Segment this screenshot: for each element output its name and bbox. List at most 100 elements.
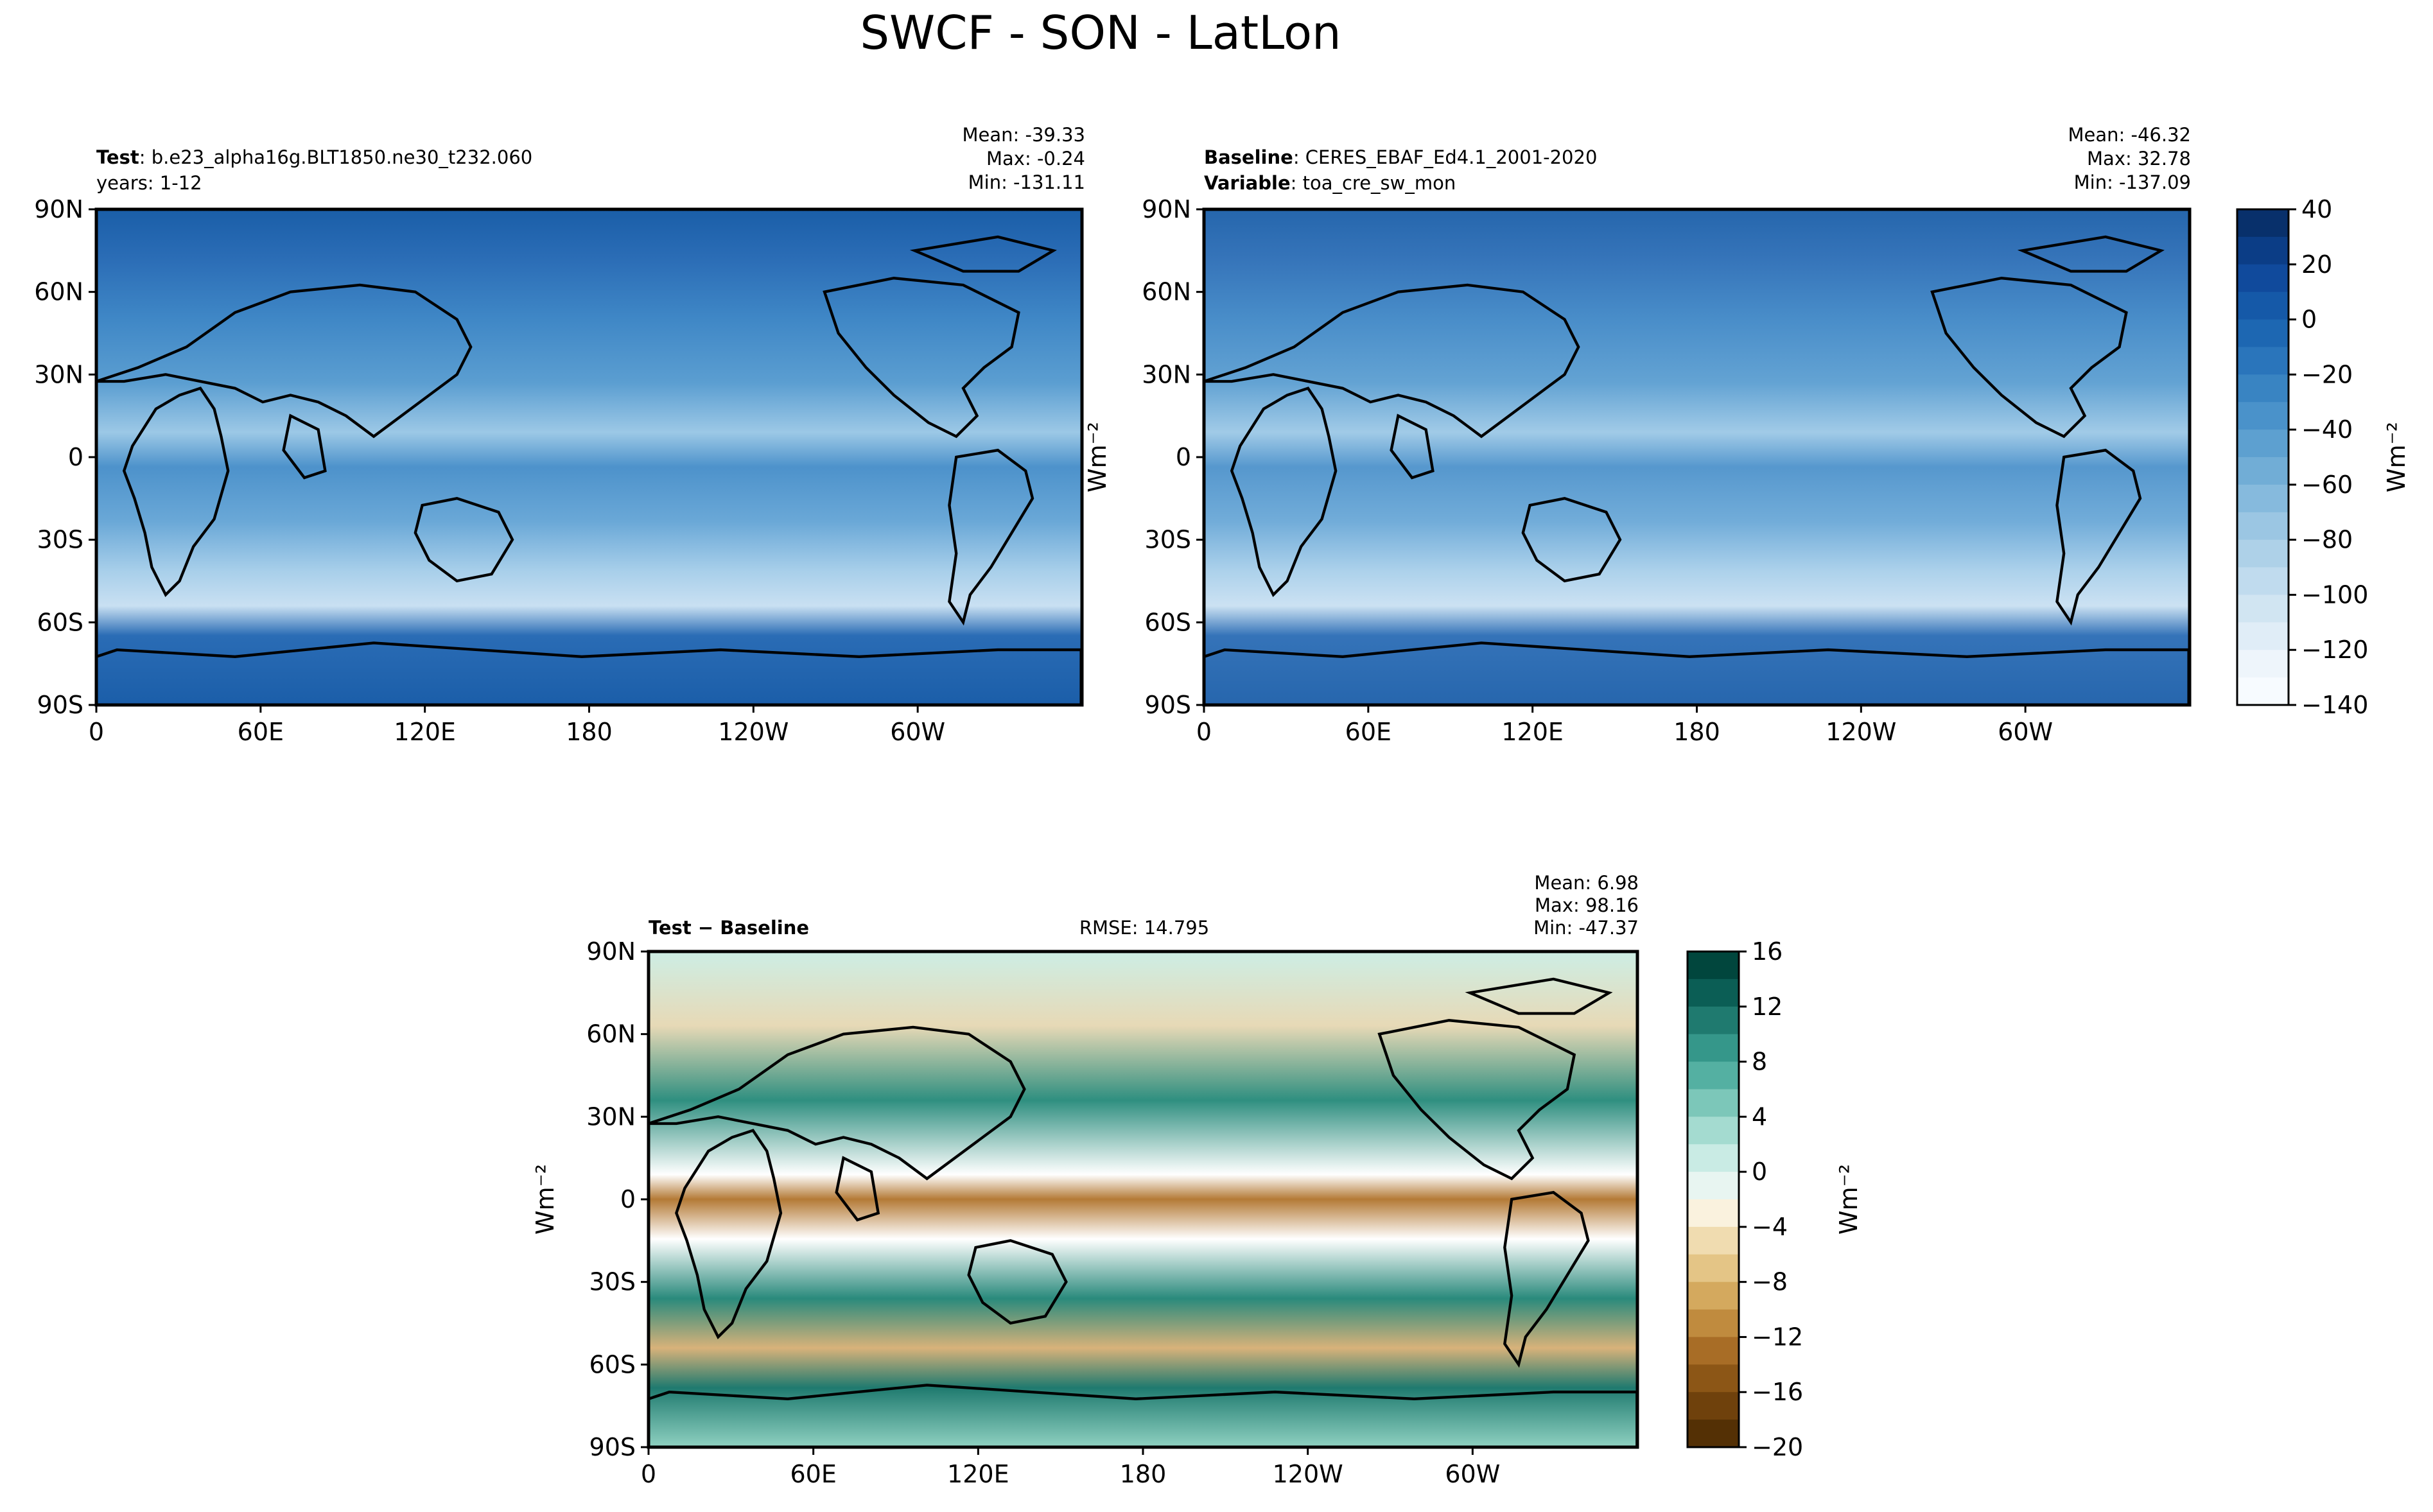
colorbar-top: 40 20 0 −20 −40 −60 −80 −100 −120 −140 Wm⁻² (2236, 195, 2411, 719)
lon-tick-label: 120E (1501, 718, 1564, 746)
lon-tick-label: 180 (1120, 1460, 1167, 1488)
panel-baseline: Baseline: CERES_EBAF_Ed4.1_2001-2020 Var… (1142, 124, 2192, 746)
lat-tick-label: 60S (589, 1350, 636, 1378)
baseline-min: Min: -137.09 (2074, 171, 2191, 193)
colorbar-swatch (1687, 1034, 1739, 1063)
colorbar-swatch (1687, 1061, 1739, 1090)
lat-tick-label: 30S (1145, 526, 1191, 554)
svg-text:Test: b.e23_alpha16g.BLT1850.n: Test: b.e23_alpha16g.BLT1850.ne30_t232.0… (96, 146, 532, 168)
lon-tick-label: 60W (890, 718, 945, 746)
svg-text:Variable: toa_cre_sw_mon: Variable: toa_cre_sw_mon (1204, 172, 1456, 194)
colorbar-tick-label: −8 (1752, 1268, 1788, 1296)
lon-tick-label: 60W (1998, 718, 2053, 746)
colorbar-swatch (1687, 1117, 1739, 1145)
lon-tick-label: 120E (947, 1460, 1009, 1488)
baseline-mean: Mean: -46.32 (2068, 124, 2192, 146)
lon-tick-label: 120W (1826, 718, 1896, 746)
lat-tick-label: 0 (620, 1185, 636, 1213)
colorbar-swatch (1687, 1392, 1739, 1421)
colorbar-swatch (1687, 1226, 1739, 1255)
colorbar-swatch (2237, 595, 2289, 623)
colorbar-swatch (1687, 978, 1739, 1007)
figure-title: SWCF - SON - LatLon (860, 6, 1341, 60)
colorbar-swatch (1687, 1309, 1739, 1338)
colorbar-swatch (2237, 319, 2289, 348)
colorbar-swatch (1687, 1282, 1739, 1310)
colorbar-tick-label: −40 (2301, 415, 2353, 444)
svg-text:Baseline: CERES_EBAF_Ed4.1_200: Baseline: CERES_EBAF_Ed4.1_2001-2020 (1204, 146, 1597, 168)
diff-max: Max: 98.16 (1535, 894, 1639, 916)
colorbar-tick-label: −140 (2301, 691, 2368, 719)
lon-tick-label: 0 (641, 1460, 656, 1488)
colorbar-tick-label: 0 (1752, 1158, 1767, 1186)
panel-test: Test: b.e23_alpha16g.BLT1850.ne30_t232.0… (34, 124, 1085, 746)
colorbar-swatch (1687, 1254, 1739, 1283)
colorbar-swatch (2237, 567, 2289, 596)
colorbar-swatch (2237, 484, 2289, 513)
lat-tick-label: 90S (37, 691, 83, 719)
colorbar-tick-label: −4 (1752, 1213, 1788, 1241)
variable-name: : toa_cre_sw_mon (1291, 172, 1456, 194)
diff-min: Min: -47.37 (1533, 917, 1639, 939)
colorbar-tick-label: 12 (1752, 993, 1783, 1021)
colorbar-tick-label: −60 (2301, 471, 2353, 499)
diff-mean: Mean: 6.98 (1534, 872, 1639, 894)
lon-tick-label: 60E (1345, 718, 1391, 746)
lon-tick-label: 180 (1673, 718, 1720, 746)
colorbar-mid-label: Wm⁻² (1083, 422, 1112, 492)
colorbar-tick-label: 4 (1752, 1102, 1767, 1131)
lon-tick-label: 60E (790, 1460, 836, 1488)
colorbar-swatch (1687, 1420, 1739, 1448)
test-years: years: 1-12 (96, 172, 202, 194)
lat-tick-label: 90S (589, 1433, 636, 1461)
test-min: Min: -131.11 (968, 171, 1085, 193)
lon-tick-label: 60E (238, 718, 284, 746)
lat-tick-label: 60S (1145, 608, 1191, 636)
colorbar-swatch (1687, 1006, 1739, 1035)
lat-tick-label: 90N (34, 195, 83, 223)
test-mean: Mean: -39.33 (963, 124, 1086, 146)
test-max: Max: -0.24 (986, 148, 1085, 169)
lon-ticks-diff: 0 60E 120E 180 120W 60W (641, 1447, 1500, 1488)
test-label: Test (96, 146, 139, 168)
lat-ticks-diff: 90N 60N 30N 0 30S 60S 90S (586, 937, 649, 1461)
colorbar-swatch (1687, 1364, 1739, 1393)
colorbar-swatch (2237, 264, 2289, 293)
colorbar-tick-label: 16 (1752, 937, 1783, 966)
colorbar-swatch (2237, 539, 2289, 568)
colorbar-top-label: Wm⁻² (2382, 422, 2411, 492)
lat-tick-label: 30S (37, 526, 83, 554)
lat-tick-label: 60S (37, 608, 83, 636)
colorbar-swatch (2237, 512, 2289, 541)
lon-tick-label: 120E (394, 718, 456, 746)
baseline-dataset: : CERES_EBAF_Ed4.1_2001-2020 (1293, 146, 1598, 168)
colorbar-swatch (2237, 374, 2289, 403)
lat-tick-label: 0 (1176, 443, 1191, 471)
colorbar-tick-label: 8 (1752, 1048, 1767, 1076)
colorbar-swatch (1687, 1144, 1739, 1173)
colorbar-swatch (2237, 291, 2289, 320)
colorbar-swatch (2237, 457, 2289, 485)
colorbar-swatch (1687, 952, 1739, 980)
lon-tick-label: 180 (566, 718, 613, 746)
colorbar-swatch (1687, 1337, 1739, 1366)
colorbar-tick-label: −100 (2301, 580, 2368, 609)
colorbar-tick-label: −20 (1752, 1433, 1803, 1461)
colorbar-swatch (2237, 677, 2289, 706)
lat-tick-label: 60N (1142, 278, 1191, 306)
diff-rmse: RMSE: 14.795 (1079, 917, 1209, 939)
map-field-diff (649, 952, 1637, 1447)
test-case-name: : b.e23_alpha16g.BLT1850.ne30_t232.060 (139, 146, 532, 168)
lon-tick-label: 120W (718, 718, 789, 746)
panel-diff: Test − Baseline RMSE: 14.795 Mean: 6.98 … (531, 872, 1639, 1488)
lon-tick-label: 60W (1445, 1460, 1500, 1488)
colorbar-tick-label: −20 (2301, 360, 2353, 388)
colorbar-swatch (2237, 347, 2289, 376)
lat-tick-label: 60N (34, 278, 83, 306)
diff-left-label: Wm⁻² (531, 1164, 559, 1235)
colorbar-swatch (2237, 402, 2289, 431)
diff-label: Test − Baseline (649, 917, 809, 939)
lat-tick-label: 30N (34, 360, 83, 388)
colorbar-swatch (1687, 1172, 1739, 1200)
